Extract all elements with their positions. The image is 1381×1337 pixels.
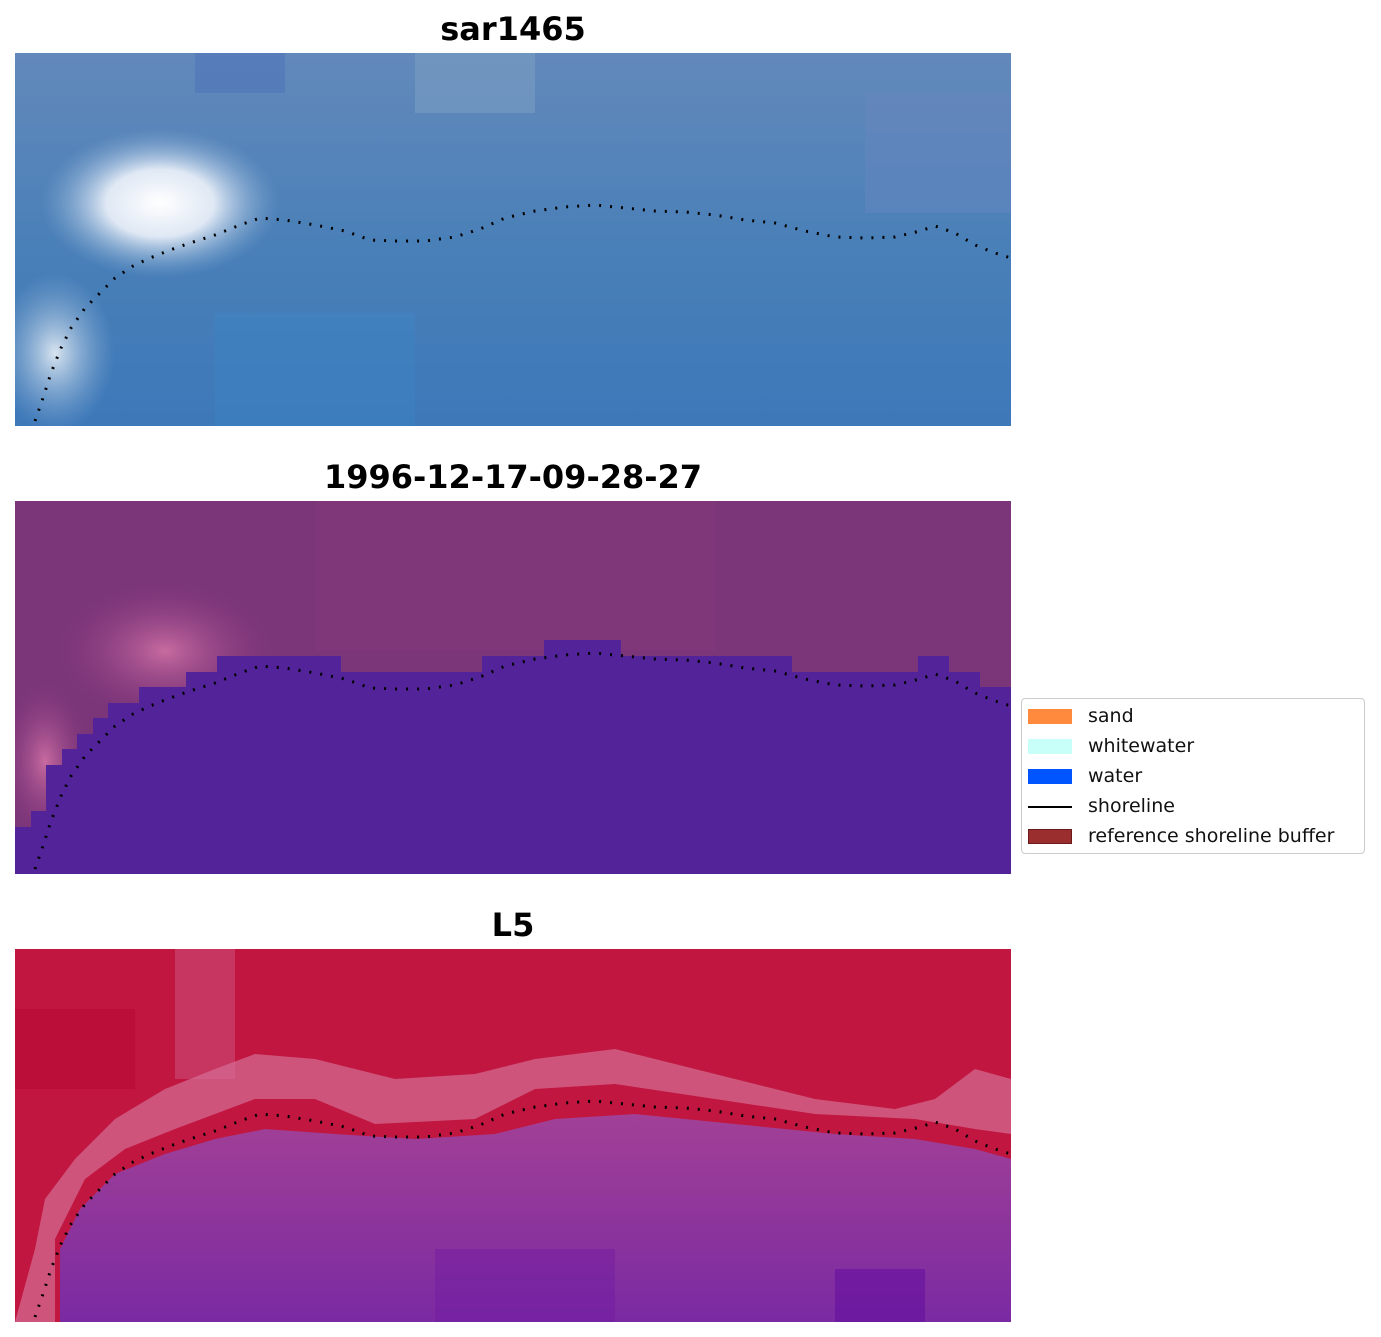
legend-item-sand: sand <box>1028 701 1362 731</box>
image-panel-l5 <box>15 949 1011 1322</box>
water-region <box>60 1114 1011 1322</box>
shoreline-path-1 <box>33 203 1011 422</box>
panel-title-sar1465: sar1465 <box>440 10 586 48</box>
legend-item-water: water <box>1028 761 1362 791</box>
whitewater-swatch <box>1028 739 1072 754</box>
legend: sand whitewater water shoreline referenc… <box>1021 698 1365 854</box>
panel-title-l5: L5 <box>491 906 535 944</box>
shoreline-path-2 <box>33 651 1011 870</box>
shoreline-path-3 <box>33 1099 1011 1318</box>
reference-buffer-swatch <box>1028 829 1072 844</box>
legend-label-water: water <box>1088 765 1143 787</box>
legend-item-reference-buffer: reference shoreline buffer <box>1028 821 1362 851</box>
image-panel-sar1465 <box>15 53 1011 426</box>
panel-title-date: 1996-12-17-09-28-27 <box>323 458 703 496</box>
legend-label-reference-buffer: reference shoreline buffer <box>1088 825 1335 847</box>
shoreline-line-swatch <box>1028 806 1072 808</box>
legend-label-shoreline: shoreline <box>1088 795 1175 817</box>
legend-item-whitewater: whitewater <box>1028 731 1362 761</box>
image-panel-classified <box>15 501 1011 874</box>
legend-item-shoreline: shoreline <box>1028 791 1362 821</box>
legend-label-whitewater: whitewater <box>1088 735 1195 757</box>
sand-swatch <box>1028 709 1072 724</box>
legend-label-sand: sand <box>1088 705 1134 727</box>
water-swatch <box>1028 769 1072 784</box>
water-mask <box>15 640 1011 874</box>
